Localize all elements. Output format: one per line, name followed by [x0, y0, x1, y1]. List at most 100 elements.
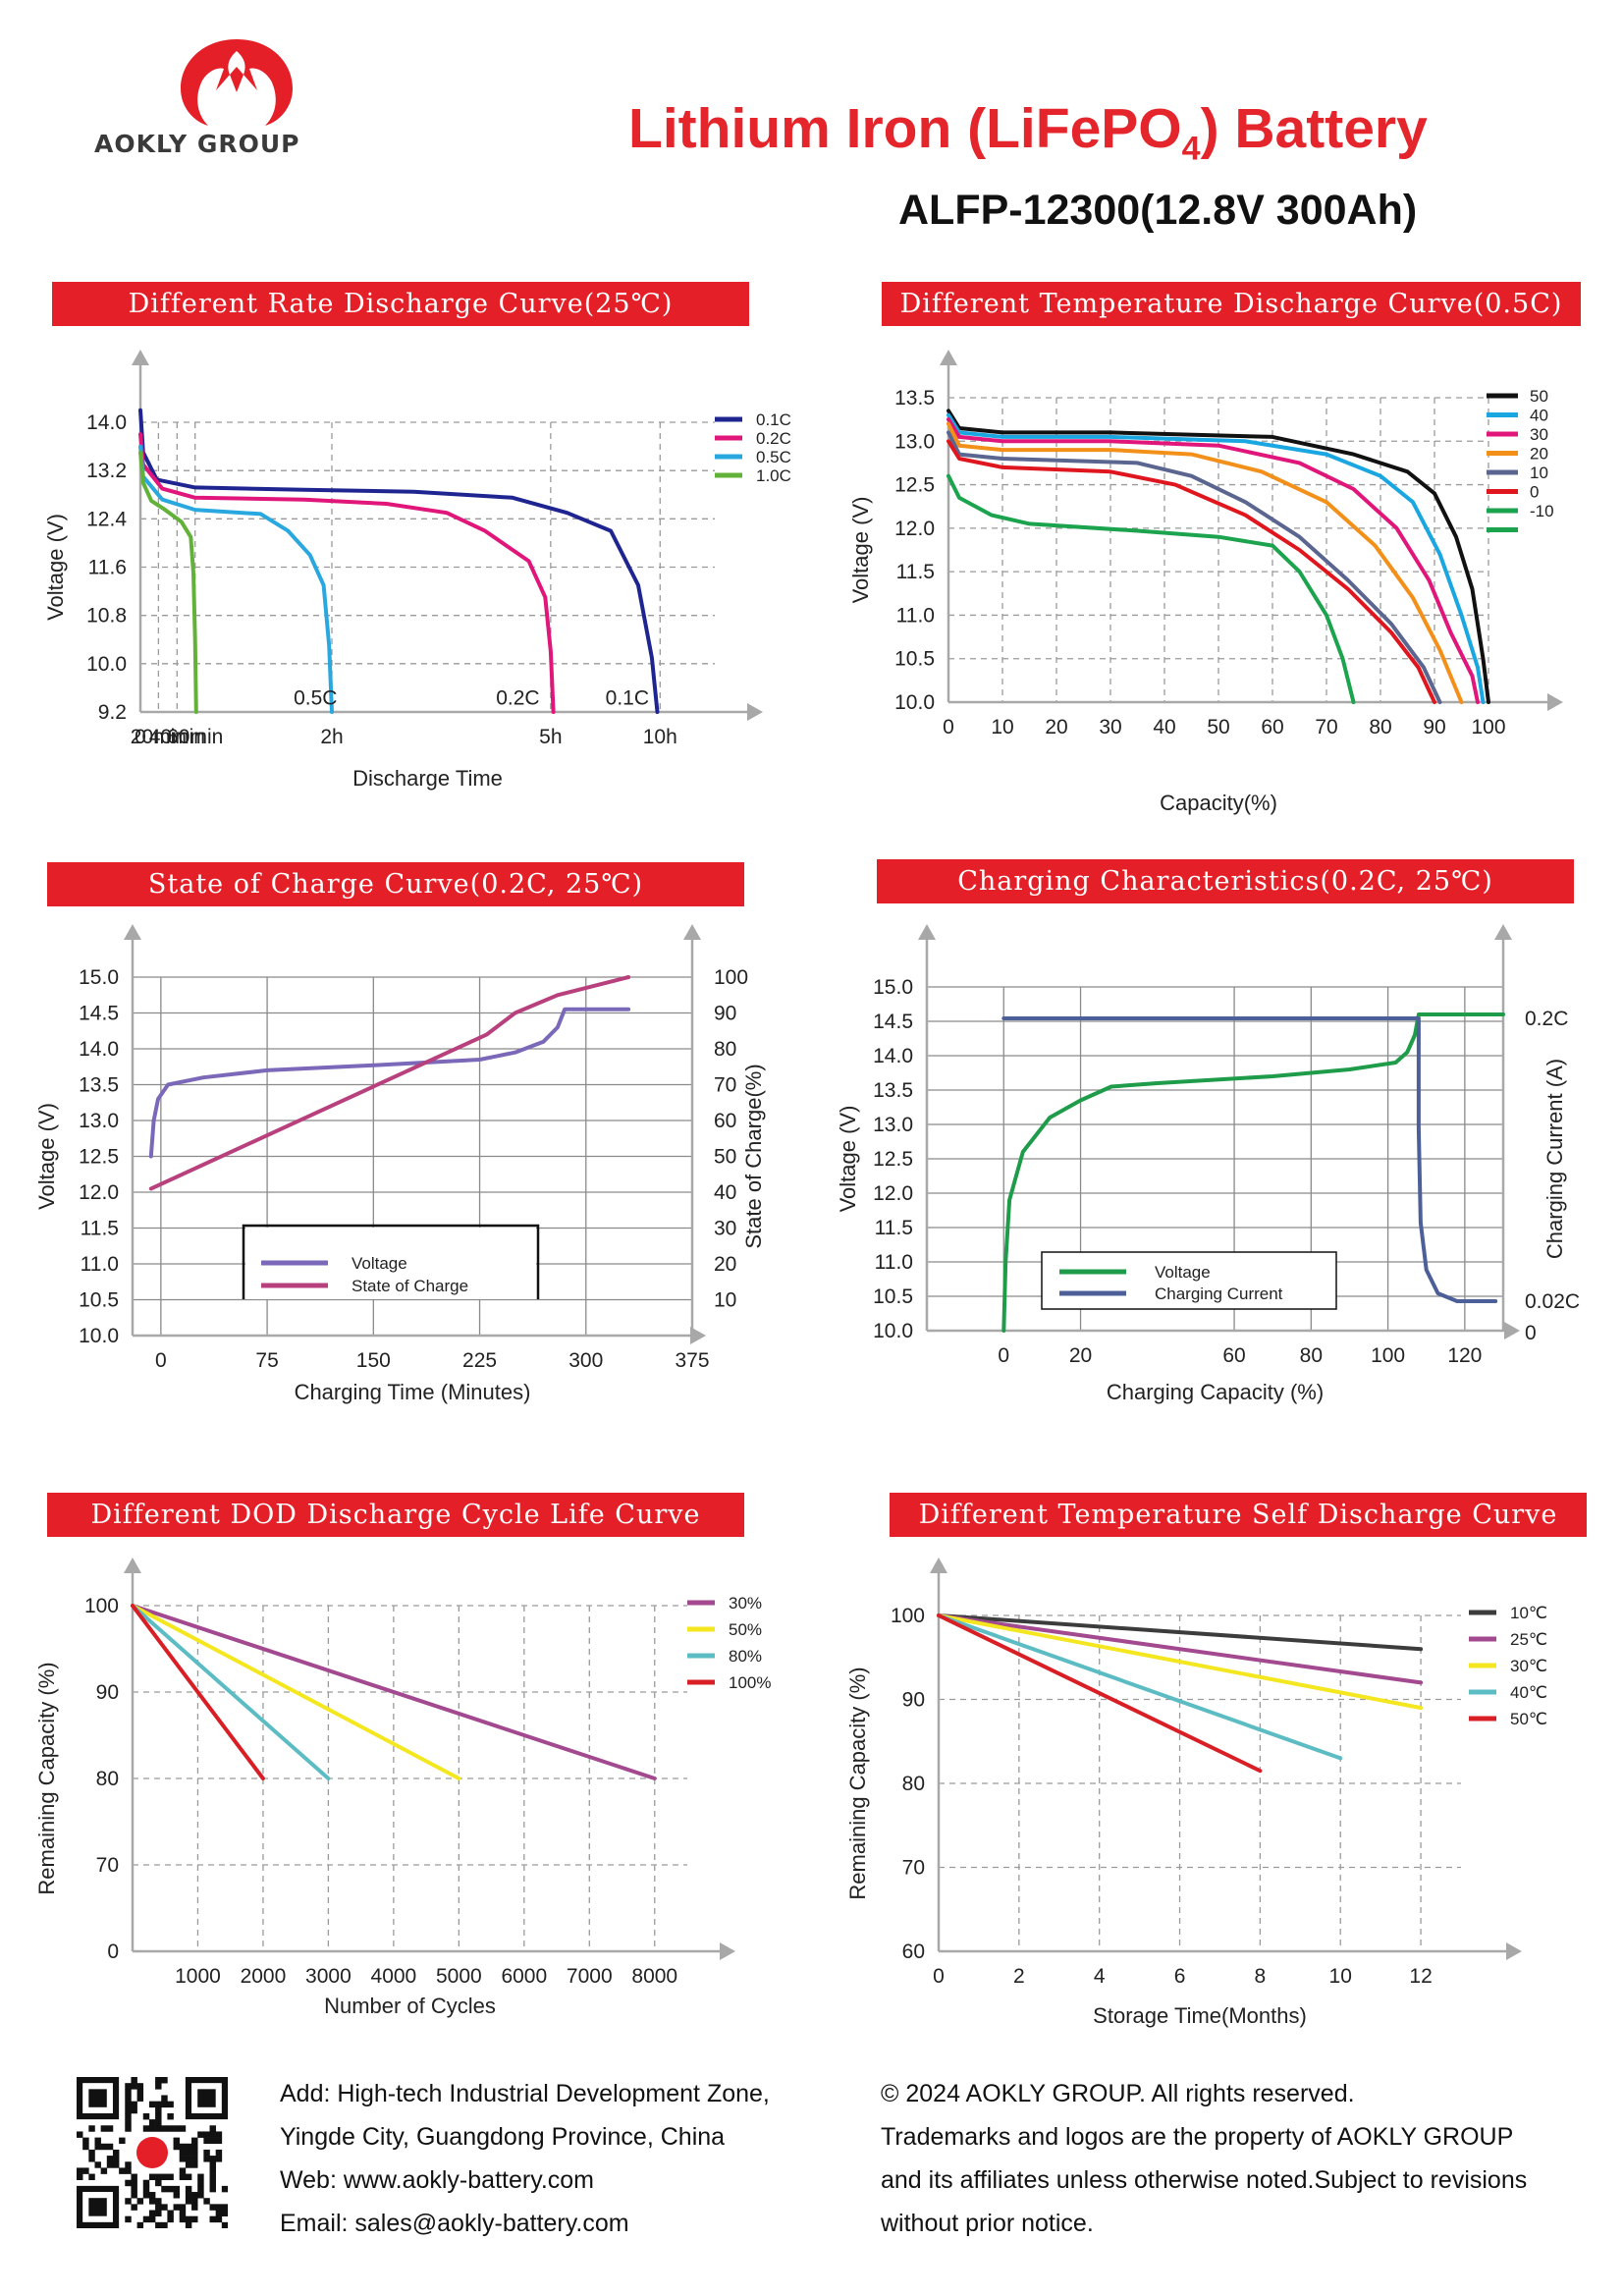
- y-tick-label: 11.6: [88, 557, 127, 579]
- qr-module: [131, 2083, 137, 2090]
- qr-module: [221, 2221, 229, 2229]
- qr-module: [191, 2137, 198, 2145]
- banner-self-discharge: Different Temperature Self Discharge Cur…: [890, 1493, 1587, 1537]
- series-group: [1001, 1012, 1505, 1333]
- y2-tick-label: 10: [714, 1289, 736, 1312]
- qr-module: [125, 2119, 132, 2126]
- x-tick-label: 0: [998, 1344, 1009, 1367]
- banner-temperature-discharge: Different Temperature Discharge Curve(0.…: [882, 282, 1581, 326]
- y-tick-label: 90: [96, 1681, 119, 1704]
- qr-module: [148, 2192, 156, 2199]
- qr-module: [185, 2215, 192, 2223]
- x-tick-label: 60min: [167, 726, 223, 748]
- qr-module: [112, 2161, 120, 2168]
- qr-module: [148, 2215, 156, 2223]
- qr-module: [197, 2131, 204, 2138]
- legend-label: Charging Current: [1155, 1285, 1283, 1303]
- y-tick-label: 10.0: [79, 1325, 119, 1347]
- series-line-0-2C: [138, 432, 556, 714]
- qr-module: [191, 2161, 198, 2168]
- legend-label: 0.1C: [756, 410, 791, 429]
- qr-logo-mark: [135, 2136, 169, 2169]
- qr-module: [106, 2156, 114, 2162]
- y-tick-label: 12.0: [79, 1181, 119, 1204]
- grid-lines: [140, 421, 715, 712]
- axis-arrow: [747, 703, 763, 721]
- x-tick-label: 8: [1255, 1965, 1267, 1988]
- website-link[interactable]: Web: www.aokly-battery.com: [280, 2166, 595, 2194]
- x-tick-label: 6000: [501, 1965, 547, 1988]
- x-tick-label: 70: [1315, 716, 1337, 738]
- qr-module: [112, 2156, 120, 2162]
- y2-tick-label: 40: [714, 1181, 736, 1204]
- y-tick-label: 14.5: [79, 1003, 119, 1025]
- qr-module: [131, 2077, 137, 2084]
- chart-svg: 0 75 150 225 300 375 10.0 10.5 11.0 11.5 12.0 12.5 1…: [34, 924, 766, 1404]
- qr-module: [167, 2215, 174, 2223]
- qr-module: [77, 2167, 83, 2174]
- qr-module: [82, 2143, 89, 2151]
- qr-module: [148, 2125, 156, 2132]
- x-tick-label: 100: [1371, 1344, 1405, 1367]
- qr-module: [185, 2143, 192, 2151]
- qr-module: [179, 2173, 187, 2181]
- y2-tick-label: 60: [714, 1110, 736, 1132]
- qr-module: [203, 2137, 210, 2145]
- y2-axis-label: Charging Current (A): [1542, 1059, 1567, 1259]
- qr-module: [209, 2131, 216, 2138]
- series-line--10: [947, 473, 1356, 704]
- series-line-30-: [937, 1613, 1424, 1711]
- y-tick-label: 13.0: [894, 430, 935, 453]
- tick-labels: 1000 2000 3000 4000 5000 6000 7000 8000 0 70 80 90 1…: [84, 1595, 677, 1988]
- qr-module: [161, 2101, 168, 2108]
- qr-module: [209, 2125, 216, 2132]
- qr-module: [125, 2101, 132, 2108]
- qr-module: [221, 2185, 229, 2193]
- qr-module: [167, 2112, 174, 2120]
- qr-module: [161, 2125, 168, 2132]
- qr-module: [191, 2149, 198, 2157]
- qr-module: [179, 2210, 187, 2216]
- address-line-1: Add: High-tech Industrial Development Zo…: [280, 2080, 770, 2107]
- banner-charging-characteristics: Charging Characteristics(0.2C, 25℃): [877, 859, 1574, 903]
- y2-tick-label: 30: [714, 1218, 736, 1240]
- series-line-10: [947, 430, 1442, 704]
- chart-dod-cycle-life: 1000 2000 3000 4000 5000 6000 7000 8000 0 70 80 90 1…: [0, 1552, 811, 2043]
- legend-label: Voltage: [352, 1254, 407, 1273]
- legend: 10℃ 25℃ 30℃ 40℃ 50℃: [1469, 1604, 1547, 1728]
- axes: [918, 924, 1520, 1339]
- qr-module: [173, 2185, 181, 2193]
- x-tick-label: 90: [1423, 716, 1445, 738]
- qr-module: [215, 2156, 223, 2162]
- y-tick-label: 14.0: [79, 1038, 119, 1061]
- qr-module: [125, 2125, 132, 2132]
- legend: Voltage Charging Current: [1041, 1251, 1337, 1310]
- y-tick-label: 12.5: [79, 1146, 119, 1169]
- chart-svg: 0 10 20 30 40 50 60 70 80 90 10010.010.511.011.512…: [848, 350, 1563, 815]
- series-line-0-5C: [138, 444, 334, 714]
- x-tick-label: 225: [462, 1349, 497, 1372]
- qr-module: [148, 2101, 156, 2108]
- y-tick-label: 13.0: [79, 1110, 119, 1132]
- qr-module: [191, 2143, 198, 2151]
- qr-module: [155, 2179, 162, 2187]
- qr-module: [155, 2173, 162, 2181]
- y-tick-label: 12.0: [894, 518, 935, 540]
- series-line-50: [947, 409, 1490, 704]
- y-tick-label: 90: [902, 1689, 925, 1712]
- qr-module: [179, 2215, 187, 2223]
- email-link[interactable]: Email: sales@aokly-battery.com: [280, 2210, 629, 2237]
- qr-code[interactable]: [77, 2077, 229, 2229]
- y2-tick-label: 0.2C: [1525, 1008, 1568, 1030]
- x-tick-label: 30: [1099, 716, 1121, 738]
- x-tick-label: 120: [1447, 1344, 1482, 1367]
- title-main: Lithium Iron (LiFePO: [628, 97, 1182, 160]
- y-axis-label: Voltage (V): [836, 1106, 860, 1213]
- banner-state-of-charge: State of Charge Curve(0.2C, 25℃): [47, 862, 744, 906]
- qr-module: [131, 2101, 137, 2108]
- y-tick-label: 80: [902, 1773, 925, 1795]
- y-tick-label: 12.5: [873, 1148, 913, 1171]
- qr-module: [209, 2161, 216, 2168]
- qr-module: [155, 2112, 162, 2120]
